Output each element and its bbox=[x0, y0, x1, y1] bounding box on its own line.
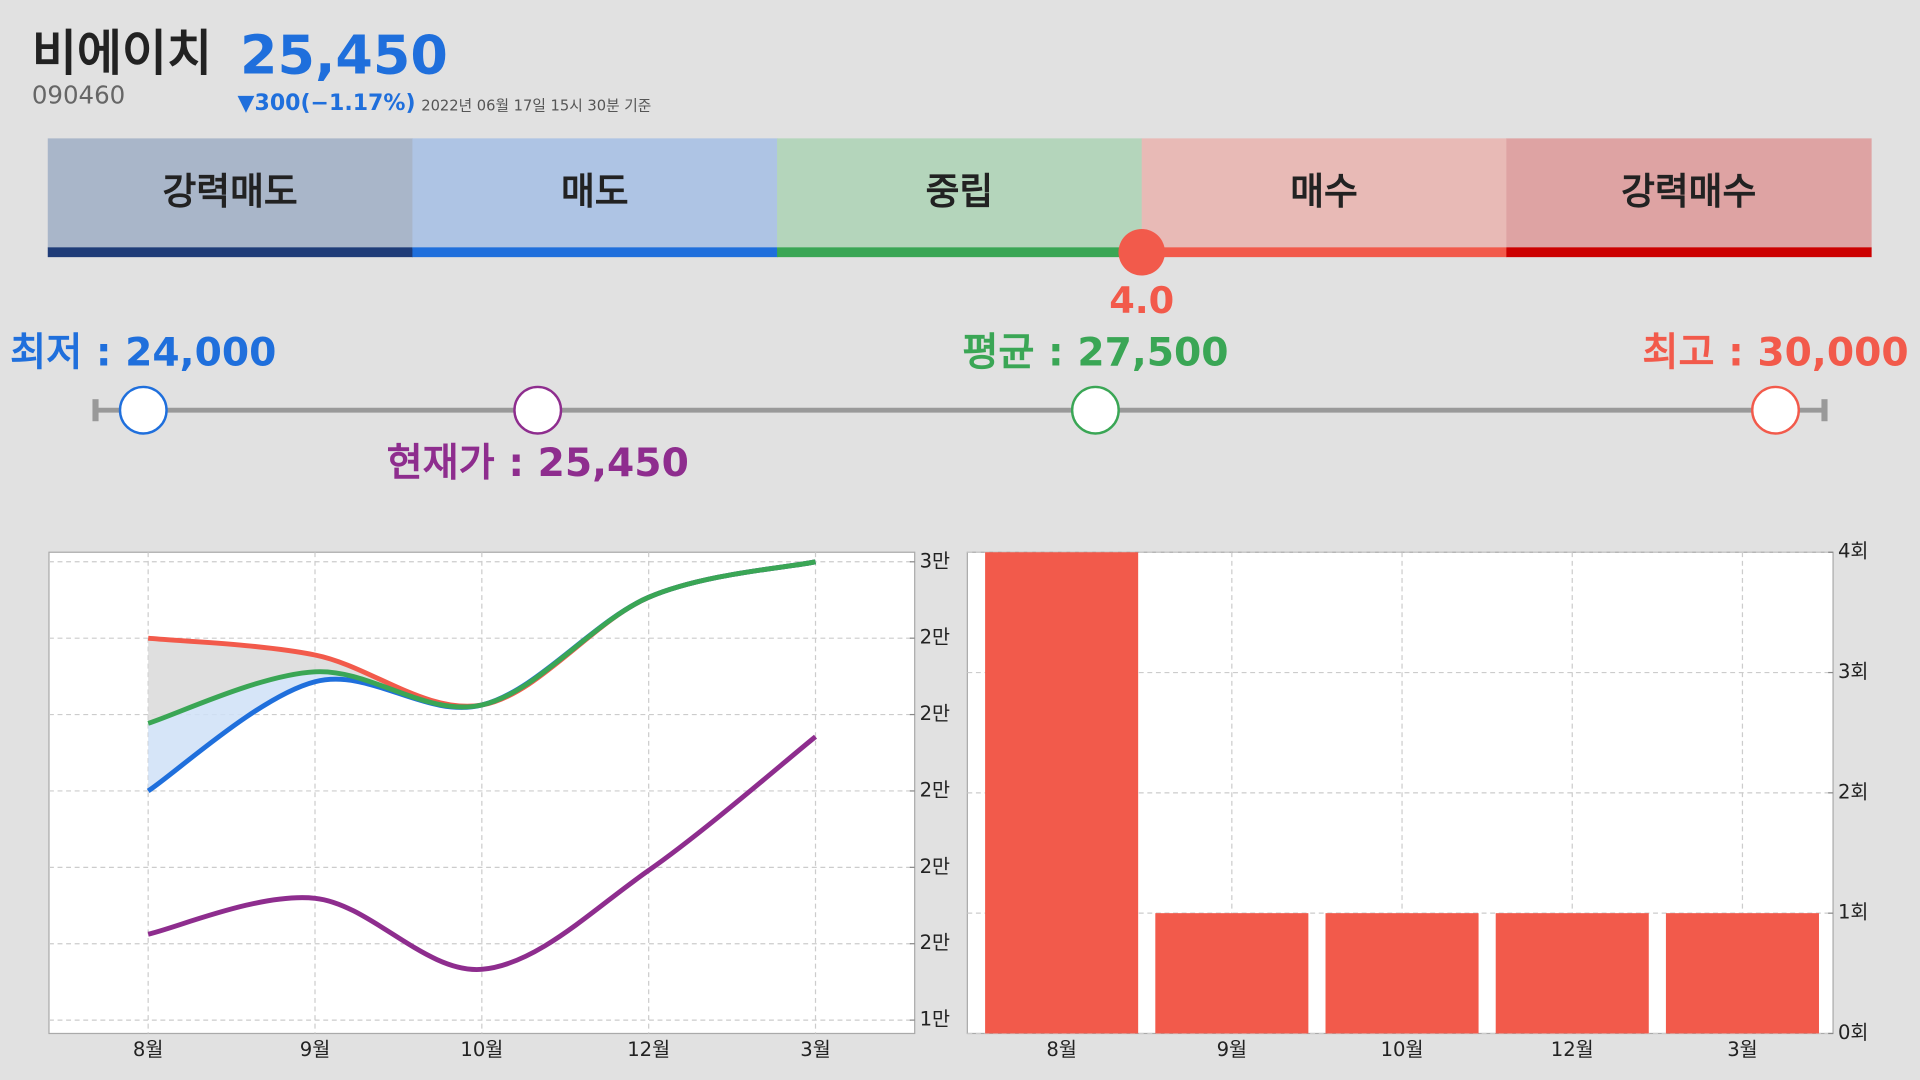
x-tick-label: 10월 bbox=[1381, 1038, 1424, 1061]
gauge-bar bbox=[412, 247, 778, 258]
y-tick-label: 2만 bbox=[920, 778, 950, 801]
stock-name: 비에이치 bbox=[32, 25, 212, 82]
line bbox=[147, 734, 818, 972]
gauge-bar bbox=[1141, 247, 1507, 258]
gauge-bar bbox=[1506, 247, 1872, 258]
gauge-label: 중립 bbox=[926, 170, 994, 213]
range-marker bbox=[1070, 385, 1120, 435]
y-tick-label: 2만 bbox=[920, 626, 950, 649]
range-label: 최고 : 30,000 bbox=[1642, 331, 1908, 376]
line bbox=[147, 559, 817, 726]
gauge-label: 매수 bbox=[1290, 170, 1358, 213]
timestamp: 2022년 06월 17일 15시 30분 기준 bbox=[421, 98, 651, 115]
y-tick-label: 2회 bbox=[1838, 780, 1868, 803]
gauge-bar bbox=[777, 247, 1143, 258]
gauge-segment bbox=[1506, 138, 1872, 249]
gauge-label: 매도 bbox=[561, 170, 629, 213]
gauge-label: 강력매도 bbox=[163, 170, 298, 213]
y-tick-label: 3만 bbox=[920, 549, 950, 572]
bar bbox=[1665, 913, 1819, 1034]
range-label: 현재가 : 25,450 bbox=[387, 441, 689, 486]
gauge-bar bbox=[47, 247, 414, 258]
range-marker bbox=[513, 385, 563, 435]
x-tick-label: 12월 bbox=[1551, 1038, 1594, 1061]
bar bbox=[985, 552, 1139, 1034]
y-tick-label: 1만 bbox=[920, 1008, 950, 1031]
range-label: 최저 : 24,000 bbox=[10, 331, 276, 376]
x-tick-label: 9월 bbox=[1217, 1038, 1247, 1061]
y-tick-label: 0회 bbox=[1838, 1021, 1868, 1044]
y-tick-label: 1회 bbox=[1838, 901, 1868, 924]
x-tick-label: 12월 bbox=[627, 1038, 670, 1061]
stock-code: 090460 bbox=[32, 81, 125, 110]
price-change: ▼300(−1.17%) bbox=[238, 91, 416, 116]
y-tick-label: 2만 bbox=[920, 855, 950, 878]
stock-price: 25,450 bbox=[240, 23, 448, 86]
gauge-segment bbox=[47, 138, 414, 249]
bar bbox=[1155, 913, 1309, 1034]
gauge-segment bbox=[412, 138, 778, 249]
y-tick-label: 2만 bbox=[920, 931, 950, 954]
gauge-marker bbox=[1118, 228, 1165, 276]
range-marker bbox=[118, 385, 168, 435]
gauge-value: 4.0 bbox=[1109, 279, 1174, 322]
x-tick-label: 8월 bbox=[133, 1038, 163, 1061]
x-tick-label: 9월 bbox=[300, 1038, 330, 1061]
range-marker bbox=[1751, 385, 1800, 435]
bar bbox=[1325, 913, 1479, 1034]
bar bbox=[1495, 913, 1649, 1034]
y-tick-label: 4회 bbox=[1838, 540, 1868, 563]
x-tick-label: 3월 bbox=[800, 1038, 830, 1061]
x-tick-label: 3월 bbox=[1727, 1038, 1757, 1061]
x-tick-label: 10월 bbox=[460, 1038, 503, 1061]
gauge-segment bbox=[777, 138, 1143, 249]
gauge-label: 강력매수 bbox=[1621, 170, 1756, 213]
x-tick-label: 8월 bbox=[1046, 1038, 1076, 1061]
y-tick-label: 3회 bbox=[1838, 660, 1868, 683]
y-tick-label: 2만 bbox=[920, 702, 950, 725]
range-label: 평균 : 27,500 bbox=[962, 331, 1228, 376]
gauge-segment bbox=[1141, 138, 1507, 249]
